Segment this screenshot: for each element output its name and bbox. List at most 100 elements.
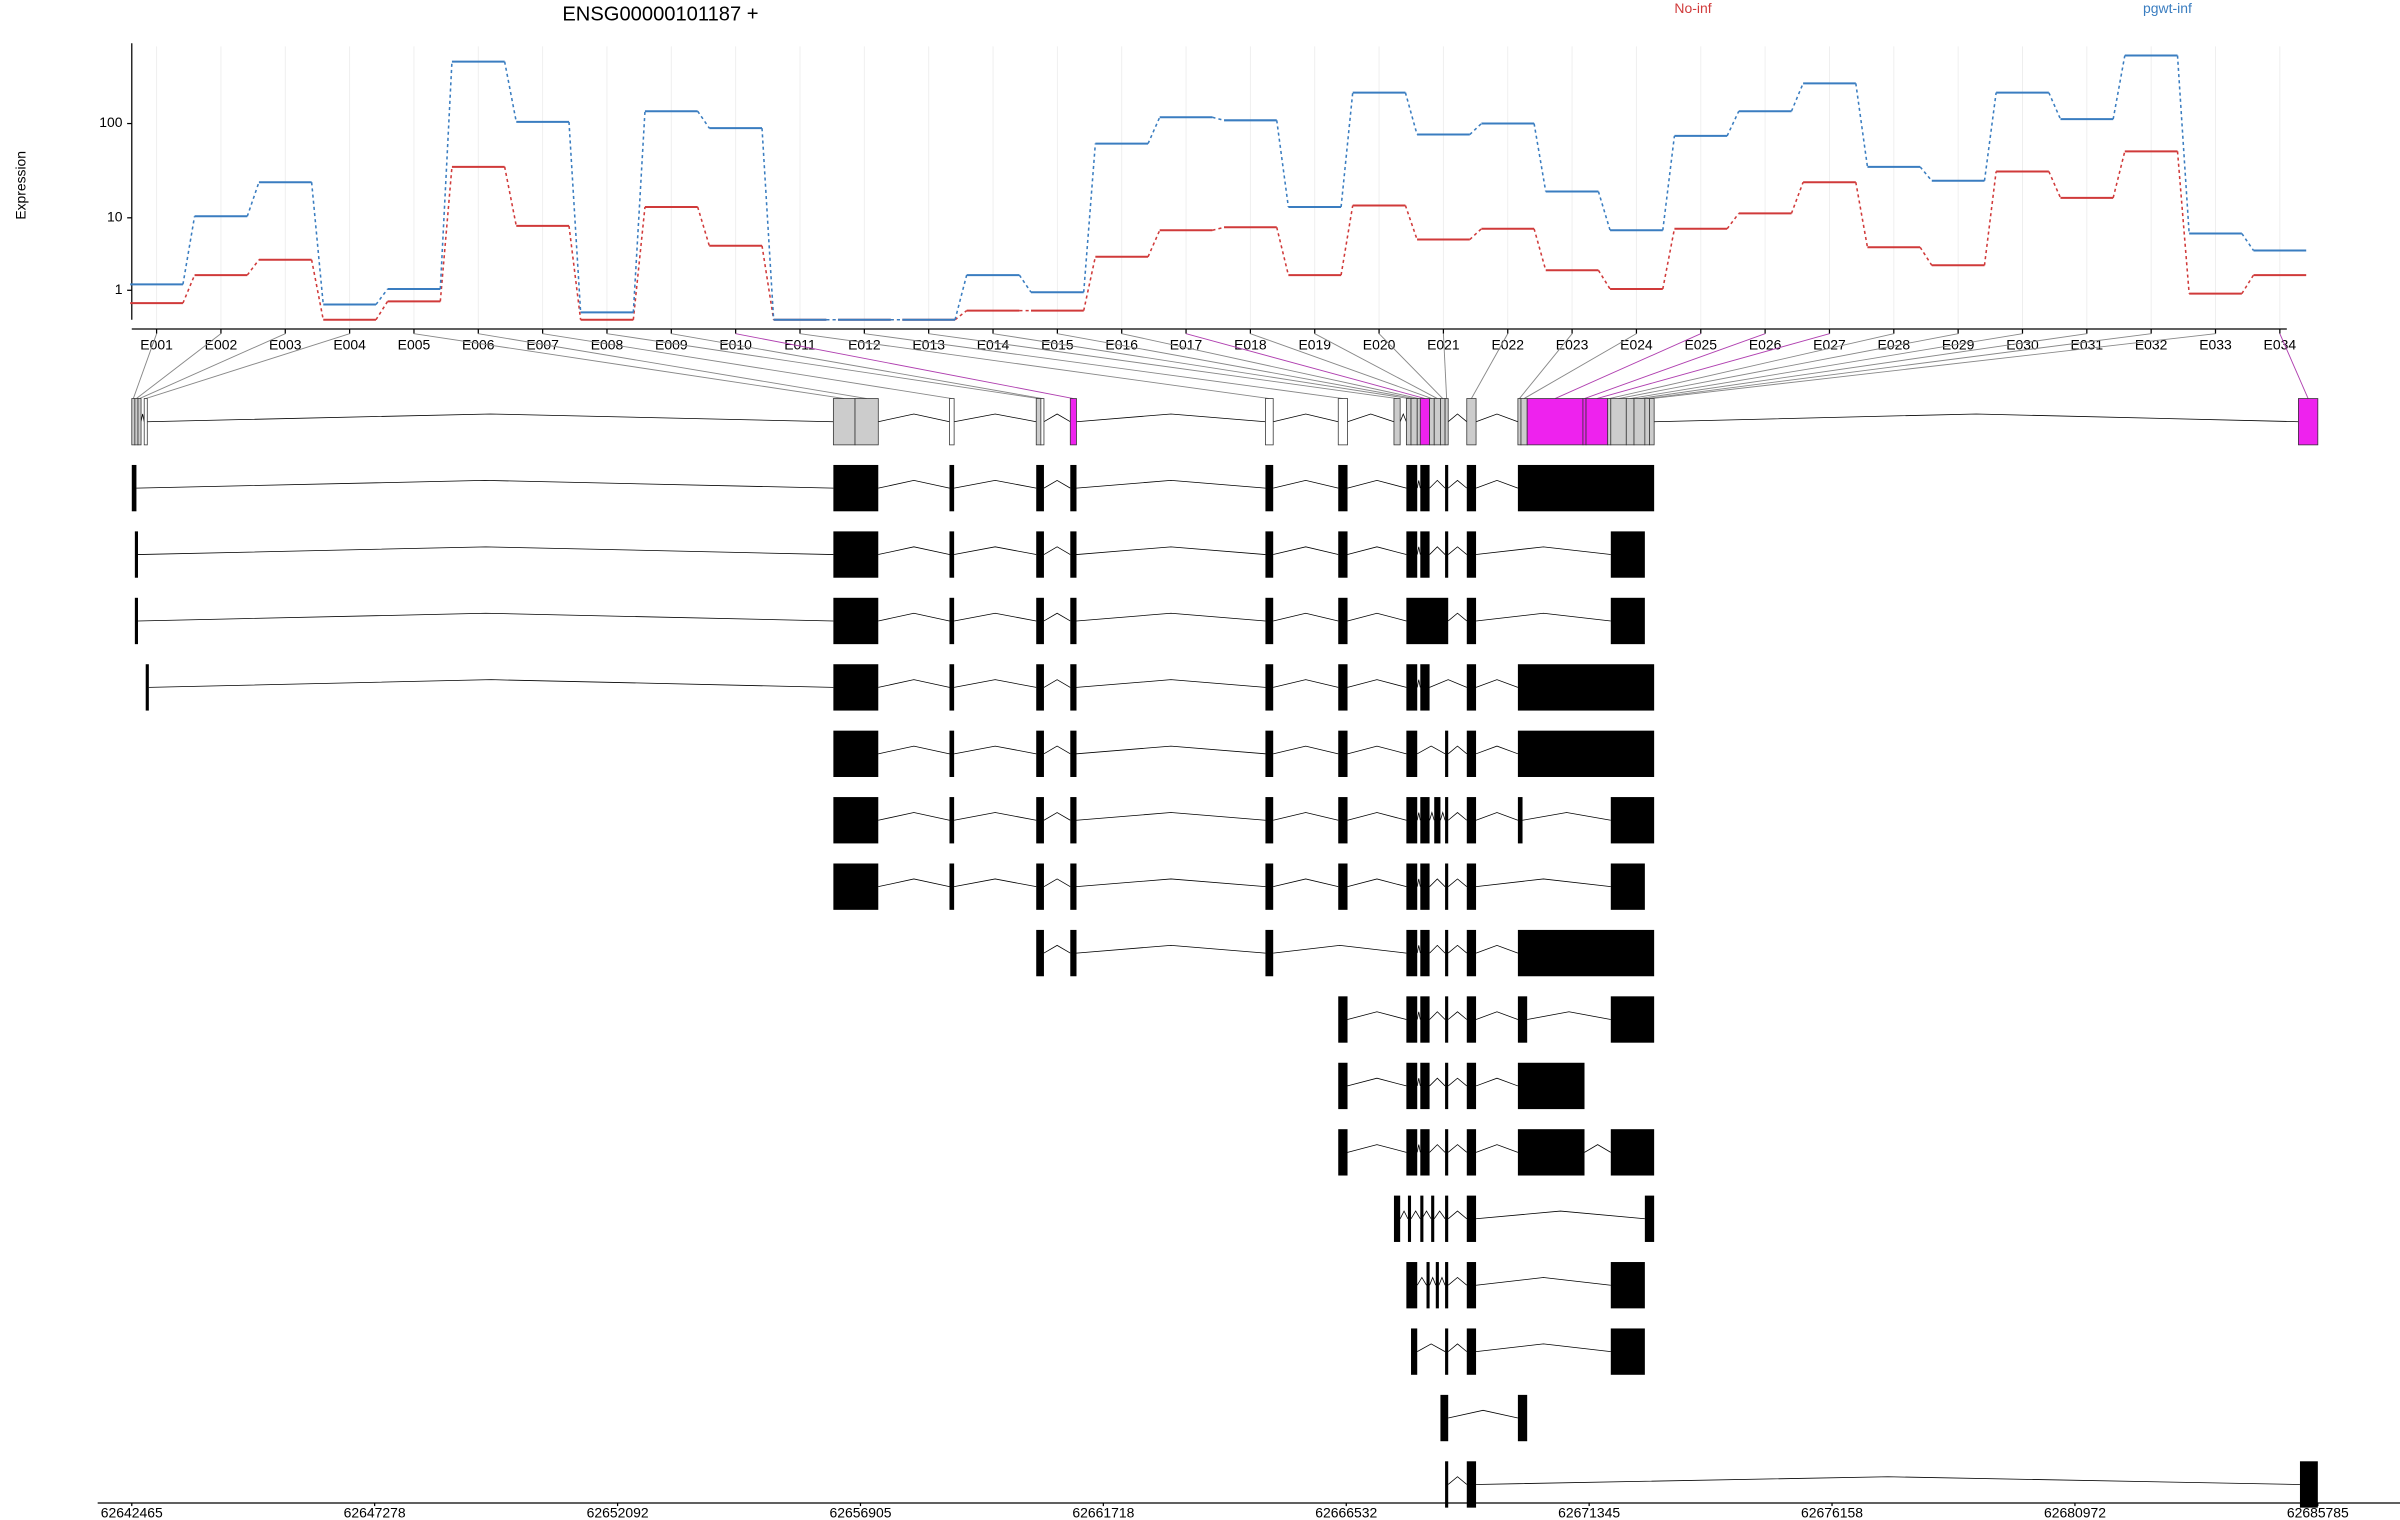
expression-link bbox=[1726, 110, 1740, 137]
expression-link bbox=[1340, 205, 1354, 276]
exon-link bbox=[1554, 333, 1701, 399]
expression-link bbox=[1469, 122, 1482, 136]
genome-tick-label: 62642465 bbox=[101, 1505, 163, 1520]
transcript-intron bbox=[878, 679, 950, 688]
transcript-intron bbox=[1399, 1210, 1409, 1219]
transcript-intron bbox=[1429, 1144, 1446, 1153]
genome-tick-label: 62680972 bbox=[2044, 1505, 2106, 1520]
transcript-intron bbox=[1475, 1077, 1519, 1087]
expression-link bbox=[1597, 269, 1611, 290]
transcript-exon bbox=[949, 730, 955, 777]
transcript-exon bbox=[1466, 664, 1477, 711]
transcript-intron bbox=[878, 745, 950, 755]
transcript-intron bbox=[1476, 546, 1611, 555]
expression-link bbox=[568, 121, 582, 313]
exon-bin bbox=[134, 398, 139, 446]
transcript-exon bbox=[1517, 464, 1655, 512]
exon-link bbox=[1185, 333, 1426, 399]
transcript-exon bbox=[1517, 1394, 1528, 1442]
gene-intron bbox=[1043, 413, 1071, 423]
transcript-exon bbox=[134, 531, 138, 578]
transcript-intron bbox=[954, 612, 1037, 622]
exon-bin bbox=[1607, 398, 1612, 446]
transcript-exon bbox=[949, 597, 955, 645]
transcript-exon bbox=[1265, 797, 1274, 844]
transcript-exon bbox=[1420, 797, 1430, 844]
transcript-intron bbox=[1416, 480, 1421, 489]
transcript-exon bbox=[1338, 996, 1348, 1043]
transcript-exon bbox=[1265, 664, 1274, 711]
transcript-intron bbox=[878, 812, 950, 821]
transcript-intron bbox=[1476, 1476, 2300, 1485]
expression-link bbox=[1919, 166, 1933, 182]
transcript-intron bbox=[1273, 480, 1339, 489]
transcript-exon bbox=[1406, 464, 1418, 512]
gene-intron bbox=[1076, 413, 1266, 423]
exon-bin bbox=[1649, 398, 1655, 446]
exon-bin bbox=[1405, 398, 1412, 446]
transcript-exon bbox=[1466, 1195, 1477, 1242]
transcript-intron bbox=[878, 480, 950, 489]
transcript-exon bbox=[1338, 1129, 1348, 1176]
transcript-intron bbox=[878, 612, 950, 622]
genome-tick-label: 62666532 bbox=[1315, 1505, 1377, 1520]
transcript-exon bbox=[1338, 863, 1348, 910]
expression-link bbox=[1404, 205, 1418, 240]
transcript-exon bbox=[1445, 1328, 1449, 1375]
transcript-intron bbox=[1475, 745, 1519, 755]
expression-link bbox=[1340, 92, 1354, 208]
expression-link bbox=[2241, 274, 2255, 295]
transcript-exon bbox=[1445, 730, 1449, 777]
expression-link bbox=[1533, 228, 1547, 271]
transcript-exon bbox=[1338, 1062, 1348, 1110]
x-tick-label: E016 bbox=[1105, 337, 1138, 353]
expression-link bbox=[310, 259, 325, 320]
transcript-exon bbox=[1036, 797, 1044, 844]
transcript-exon bbox=[833, 730, 879, 777]
transcript-intron bbox=[1429, 479, 1446, 489]
expression-link bbox=[1983, 171, 1997, 266]
transcript-intron bbox=[1273, 812, 1339, 821]
exon-bin bbox=[1466, 398, 1477, 446]
transcript-exon bbox=[1517, 797, 1523, 844]
x-tick-label: E022 bbox=[1491, 337, 1524, 353]
exon-bin bbox=[2298, 398, 2319, 446]
transcript-intron bbox=[1429, 811, 1435, 821]
expression-link bbox=[1082, 256, 1097, 311]
transcript-intron bbox=[1273, 878, 1339, 888]
genome-tick-label: 62656905 bbox=[829, 1505, 891, 1520]
expression-link bbox=[1404, 92, 1418, 135]
transcript-exon bbox=[1445, 1129, 1449, 1176]
exon-link bbox=[864, 333, 1343, 399]
transcript-exon bbox=[1420, 1195, 1424, 1242]
transcript-intron bbox=[1522, 812, 1611, 821]
transcript-intron bbox=[1475, 944, 1519, 954]
transcript-intron bbox=[1416, 546, 1421, 555]
expression-link bbox=[1275, 120, 1290, 208]
transcript-exon bbox=[1466, 863, 1477, 910]
expression-link bbox=[503, 61, 518, 123]
transcript-intron bbox=[1347, 480, 1407, 489]
transcript-exon bbox=[1406, 1262, 1418, 1309]
transcript-exon bbox=[1517, 929, 1655, 977]
exon-bin bbox=[1526, 398, 1584, 446]
transcript-intron bbox=[1447, 546, 1468, 555]
transcript-exon bbox=[1445, 996, 1449, 1043]
exon-link bbox=[1442, 333, 1448, 399]
transcript-exon bbox=[1036, 929, 1044, 977]
transcript-exon bbox=[1466, 730, 1477, 777]
exon-bin bbox=[1433, 398, 1441, 446]
y-axis-label: Expression bbox=[12, 151, 28, 220]
transcript-intron bbox=[1447, 1210, 1468, 1220]
transcript-exon bbox=[134, 597, 138, 645]
transcript-exon bbox=[1338, 797, 1348, 844]
transcript-exon bbox=[1426, 1262, 1430, 1309]
exon-link bbox=[478, 333, 867, 399]
transcript-exon bbox=[1406, 531, 1418, 578]
x-tick-label: E026 bbox=[1749, 337, 1782, 353]
x-tick-label: E004 bbox=[333, 337, 366, 353]
x-tick-label: E001 bbox=[140, 337, 173, 353]
x-tick-label: E008 bbox=[591, 337, 624, 353]
transcript-exon bbox=[1517, 1129, 1585, 1176]
transcript-intron bbox=[1447, 1343, 1468, 1352]
